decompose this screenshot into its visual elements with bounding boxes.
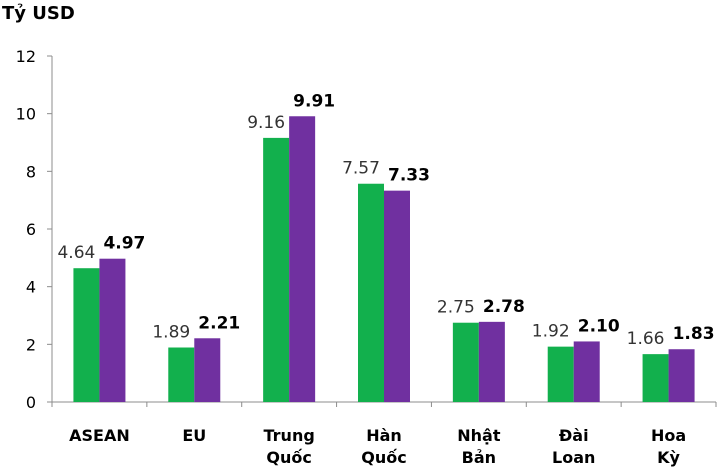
category-label: Trung bbox=[264, 426, 315, 445]
category-labels: ASEAN EU Trung Quốc Hàn Quốc Nhật Bản Đài Loan Hoa… bbox=[69, 426, 686, 467]
y-unit-label: Tỷ USD bbox=[2, 3, 75, 24]
category-label: Quốc bbox=[361, 448, 406, 467]
category-label: EU bbox=[182, 426, 206, 445]
category-label: Kỳ bbox=[657, 448, 680, 467]
y-tick-label: 0 bbox=[26, 393, 36, 412]
y-tick-label: 6 bbox=[26, 220, 36, 239]
y-axis: 0 2 4 6 8 10 12 bbox=[16, 47, 53, 412]
bar-series-2-0 bbox=[99, 258, 126, 402]
bar-series-1-3 bbox=[358, 183, 384, 402]
category-label: Loan bbox=[552, 448, 595, 467]
data-label-series-1-1: 1.89 bbox=[152, 323, 190, 343]
category-label: Quốc bbox=[266, 448, 311, 467]
value-labels: 4.64 4.97 1.89 2.21 9.16 9.91 7.57 7.33 2.75 2.78… bbox=[57, 91, 714, 349]
data-label-series-1-2: 9.16 bbox=[247, 113, 285, 133]
bar-series-2-3 bbox=[384, 190, 410, 402]
bar-series-1-5 bbox=[547, 346, 574, 402]
bar-series-1-2 bbox=[263, 137, 290, 403]
y-tick-label: 12 bbox=[16, 47, 36, 66]
data-label-series-2-1: 2.21 bbox=[198, 313, 240, 333]
category-label: ASEAN bbox=[69, 426, 130, 445]
data-label-series-2-3: 7.33 bbox=[388, 166, 430, 186]
category-label: Hàn bbox=[366, 426, 402, 445]
data-label-series-1-6: 1.66 bbox=[627, 329, 665, 349]
data-label-series-1-0: 4.64 bbox=[57, 243, 95, 263]
category-label: Đài bbox=[559, 426, 589, 445]
bar-series-1-4 bbox=[452, 322, 479, 402]
bar-series-1-1 bbox=[168, 347, 195, 402]
data-label-series-1-4: 2.75 bbox=[437, 298, 475, 318]
data-label-series-2-4: 2.78 bbox=[483, 297, 525, 317]
bars bbox=[73, 116, 695, 403]
bar-series-1-0 bbox=[73, 268, 100, 402]
bar-series-2-4 bbox=[478, 321, 505, 402]
category-label: Bản bbox=[462, 448, 496, 467]
y-tick-label: 8 bbox=[26, 162, 36, 181]
bar-series-2-6 bbox=[668, 349, 695, 402]
category-label: Hoa bbox=[651, 426, 686, 445]
y-tick-label: 10 bbox=[16, 105, 36, 124]
data-label-series-2-5: 2.10 bbox=[578, 316, 620, 336]
data-label-series-2-0: 4.97 bbox=[103, 234, 145, 254]
bar-series-1-6 bbox=[642, 354, 669, 402]
category-label: Nhật bbox=[457, 426, 501, 445]
data-label-series-1-3: 7.57 bbox=[342, 159, 380, 179]
y-tick-label: 4 bbox=[26, 278, 36, 297]
bar-series-2-5 bbox=[573, 341, 600, 402]
data-label-series-2-6: 1.83 bbox=[673, 324, 715, 344]
bar-series-2-1 bbox=[194, 338, 221, 402]
y-tick-label: 2 bbox=[26, 335, 36, 354]
x-axis bbox=[51, 401, 717, 407]
data-label-series-2-2: 9.91 bbox=[293, 91, 335, 111]
bar-series-2-2 bbox=[289, 116, 316, 403]
data-label-series-1-5: 1.92 bbox=[532, 322, 570, 342]
